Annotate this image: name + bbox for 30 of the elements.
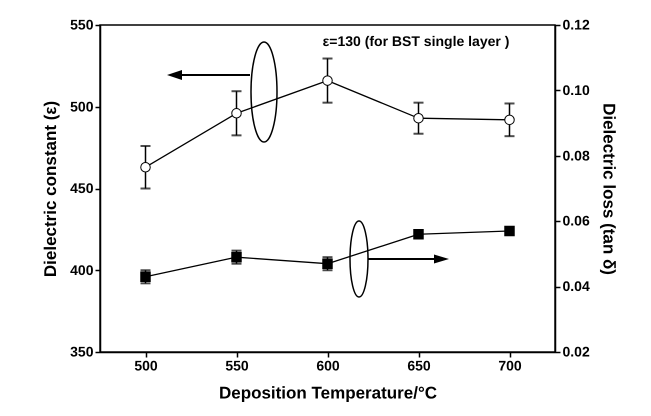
x-tick-label: 500 (134, 358, 158, 374)
point (140, 272, 151, 282)
y-axis-title: Dielectric constant (ε) (41, 100, 60, 278)
point (231, 108, 242, 119)
point (413, 112, 424, 124)
x-tick-label: 550 (225, 358, 249, 374)
x-tick-label: 650 (407, 358, 431, 374)
point (322, 258, 333, 269)
y-tick-label: 450 (70, 180, 94, 196)
y2-tick-label: 0.02 (562, 344, 590, 360)
point (504, 226, 515, 236)
point (140, 162, 151, 172)
x-tick-label: 600 (316, 358, 340, 374)
y-tick-label: 500 (70, 98, 94, 114)
y2-tick-label: 0.12 (562, 16, 590, 32)
y-tick-label: 350 (70, 344, 94, 360)
y-tick-label: 400 (70, 262, 94, 278)
y2-tick-label: 0.06 (562, 212, 590, 229)
point (231, 252, 242, 262)
y2-tick-label: 0.04 (562, 278, 590, 294)
point (504, 114, 515, 126)
point (322, 75, 333, 86)
annotation: ε=130 (for BST single layer ) (322, 33, 510, 49)
x-tick-label: 700 (498, 358, 522, 374)
y2-axis-title: Dielectric loss (tan δ) (600, 103, 619, 275)
y2-tick-label: 0.08 (562, 147, 590, 164)
y-tick-label: 550 (70, 16, 94, 32)
point (413, 229, 424, 240)
x-axis-title: Deposition Temperature/°C (218, 384, 438, 402)
y2-tick-label: 0.10 (562, 82, 590, 98)
